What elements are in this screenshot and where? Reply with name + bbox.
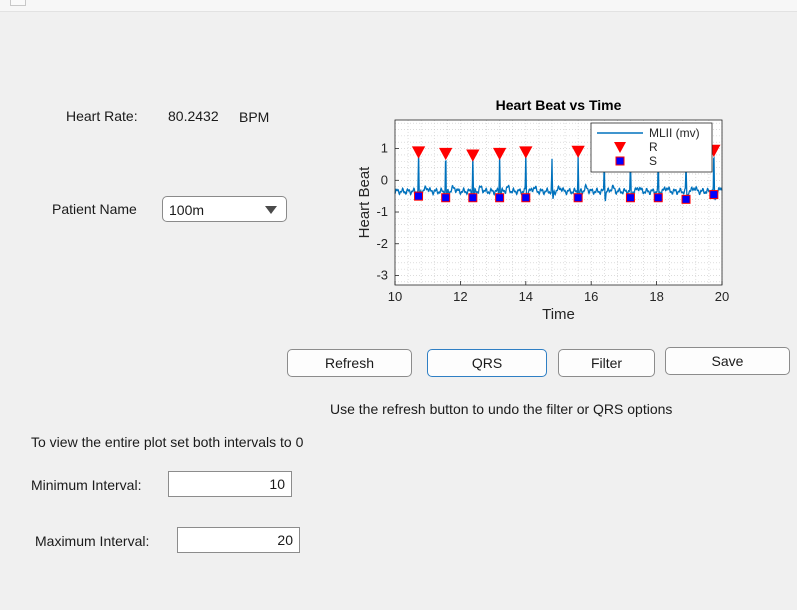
patient-name-label: Patient Name bbox=[52, 201, 137, 217]
app-window-icon bbox=[10, 0, 26, 6]
legend-entry: MLII (mv) bbox=[649, 126, 700, 140]
interval-hint-text: To view the entire plot set both interva… bbox=[31, 434, 304, 450]
refresh-button[interactable]: Refresh bbox=[287, 349, 412, 377]
refresh-hint-text: Use the refresh button to undo the filte… bbox=[330, 401, 673, 417]
s-point-marker bbox=[625, 193, 635, 203]
legend-entry: S bbox=[649, 154, 657, 168]
chevron-down-icon[interactable] bbox=[265, 206, 277, 214]
y-axis-label: Heart Beat bbox=[356, 166, 373, 239]
y-tick-label: -3 bbox=[376, 267, 388, 282]
s-point-marker bbox=[521, 193, 531, 203]
s-point-marker bbox=[468, 193, 478, 203]
r-peak-marker bbox=[492, 147, 507, 161]
x-tick-label: 14 bbox=[519, 289, 533, 304]
legend-entry: R bbox=[649, 140, 658, 154]
plot-border bbox=[394, 119, 723, 286]
x-tick-label: 18 bbox=[649, 289, 663, 304]
r-peak-marker bbox=[466, 149, 480, 162]
r-peak-marker bbox=[519, 146, 533, 159]
y-tick-label: 0 bbox=[381, 172, 388, 187]
x-tick-label: 12 bbox=[453, 289, 467, 304]
s-point-marker bbox=[709, 190, 719, 200]
heart-rate-label: Heart Rate: bbox=[66, 108, 138, 124]
r-peak-marker bbox=[411, 146, 426, 159]
x-tick-label: 16 bbox=[584, 289, 598, 304]
legend-square-swatch bbox=[615, 156, 625, 166]
plot-legend: MLII (mv)RS bbox=[590, 122, 713, 173]
y-tick-label: -1 bbox=[376, 204, 388, 219]
minimum-interval-input[interactable] bbox=[168, 471, 292, 497]
window-titlebar bbox=[0, 0, 797, 12]
patient-name-selected: 100m bbox=[169, 202, 205, 218]
minimum-interval-label: Minimum Interval: bbox=[31, 477, 142, 493]
s-point-marker bbox=[495, 193, 505, 203]
heart-rate-unit: BPM bbox=[239, 109, 270, 125]
legend-box bbox=[590, 122, 713, 173]
x-axis-label: Time bbox=[542, 306, 575, 323]
s-point-marker bbox=[414, 191, 424, 201]
maximum-interval-label: Maximum Interval: bbox=[35, 533, 150, 549]
y-tick-label: 1 bbox=[381, 141, 388, 156]
save-button[interactable]: Save bbox=[665, 347, 790, 375]
s-point-marker bbox=[681, 194, 691, 204]
s-point-marker bbox=[573, 193, 583, 203]
s-point-marker bbox=[441, 193, 451, 203]
r-peak-marker bbox=[439, 147, 453, 161]
heart-rate-value: 80.2432 bbox=[168, 108, 219, 124]
legend-triangle-swatch bbox=[614, 142, 626, 153]
r-peak-marker bbox=[571, 145, 585, 158]
maximum-interval-input[interactable] bbox=[177, 527, 300, 553]
x-tick-label: 10 bbox=[388, 289, 402, 304]
qrs-button[interactable]: QRS bbox=[427, 349, 547, 377]
x-tick-label: 20 bbox=[715, 289, 729, 304]
filter-button[interactable]: Filter bbox=[558, 349, 655, 377]
s-point-marker bbox=[653, 193, 663, 203]
plot-title: Heart Beat vs Time bbox=[496, 97, 622, 113]
y-tick-label: -2 bbox=[376, 236, 388, 251]
patient-name-dropdown[interactable]: 100m bbox=[162, 196, 287, 222]
app-window bbox=[0, 12, 797, 610]
